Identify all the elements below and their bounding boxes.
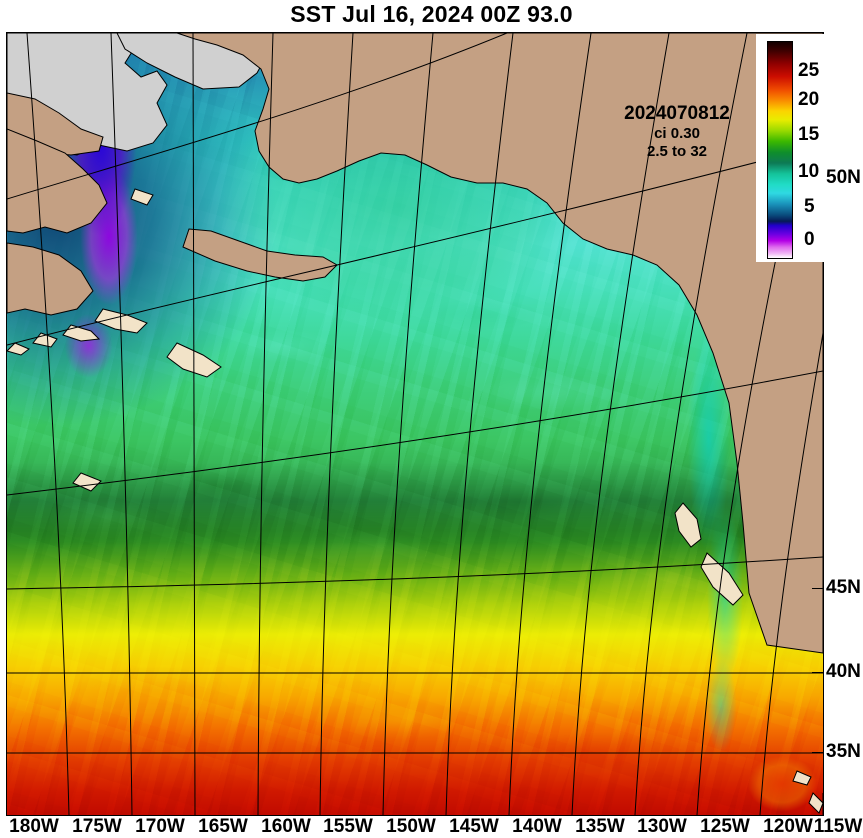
y-axis-tick-40N	[812, 672, 823, 673]
x-axis-label-115W: 115W	[813, 816, 863, 837]
island-vancouver	[700, 552, 744, 606]
colorbar-tick-10: 10	[798, 161, 820, 182]
x-axis-label-130W: 130W	[637, 816, 687, 837]
x-axis-label-120W: 120W	[763, 816, 813, 837]
x-axis-label-165W: 165W	[198, 816, 248, 837]
y-axis-label-50N: 50N	[826, 167, 861, 188]
x-axis-label-125W: 125W	[700, 816, 750, 837]
colorbar-tick-25: 25	[798, 60, 820, 81]
x-axis-label-175W: 175W	[72, 816, 122, 837]
y-axis-tick-35N	[812, 752, 823, 753]
colorbar-tick-20: 20	[798, 89, 820, 110]
colorbar-tick-5: 5	[804, 196, 815, 217]
x-axis-label-140W: 140W	[512, 816, 562, 837]
island-atka	[7, 342, 30, 356]
land-chukotka-peninsula	[7, 128, 108, 234]
y-axis-tick-45N	[812, 588, 823, 589]
land-alaska-peninsula	[182, 228, 338, 282]
island-santa-cruz	[792, 770, 812, 786]
page-title: SST Jul 16, 2024 00Z 93.0	[290, 1, 573, 27]
x-axis-label-160W: 160W	[261, 816, 311, 837]
colorbar-gradient	[767, 41, 793, 259]
colorbar-panel: 25 20 15 10 5 0	[756, 34, 860, 262]
map-clip: 2024070812 ci 0.30 2.5 to 32	[7, 33, 823, 815]
island-pribilof	[72, 472, 102, 492]
y-axis-label-40N: 40N	[826, 661, 861, 682]
x-axis-label-145W: 145W	[449, 816, 499, 837]
sst-map[interactable]: 2024070812 ci 0.30 2.5 to 32	[6, 32, 824, 816]
island-santa-catalina	[808, 792, 823, 814]
island-st-lawrence	[130, 188, 154, 206]
island-haida-gwaii	[674, 502, 702, 548]
coastline-layer	[7, 33, 823, 814]
x-axis-label-170W: 170W	[135, 816, 185, 837]
x-axis-label-150W: 150W	[386, 816, 436, 837]
colorbar-tick-0: 0	[804, 229, 815, 250]
y-axis-label-45N: 45N	[826, 577, 861, 598]
x-axis-label-135W: 135W	[575, 816, 625, 837]
x-axis-label-180W: 180W	[9, 816, 59, 837]
land-kamchatka-north	[7, 242, 94, 316]
graticule-layer	[7, 33, 823, 815]
land-north-america	[176, 33, 823, 654]
colorbar-tick-15: 15	[798, 124, 820, 145]
y-axis-label-35N: 35N	[826, 741, 861, 762]
x-axis-label-155W: 155W	[323, 816, 373, 837]
